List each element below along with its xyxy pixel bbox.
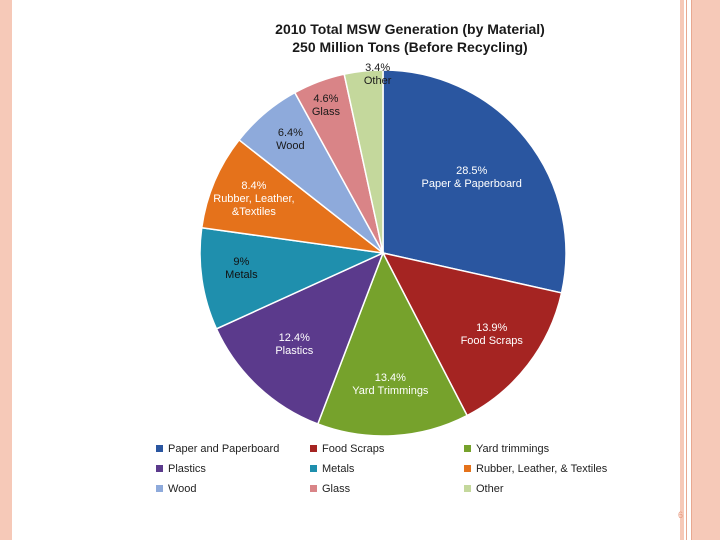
legend-item: Paper and Paperboard <box>156 442 279 456</box>
legend-swatch <box>464 485 471 492</box>
slice-percent-label: 3.4% <box>365 61 391 74</box>
slide-border-stripe <box>684 0 692 540</box>
slice-name-label: Other <box>363 74 392 87</box>
slice-name-label: Paper & Paperboard <box>421 178 522 191</box>
slice-label: 8.4% Rubber, Leather, &Textiles <box>213 180 294 219</box>
slice-label: 13.4% Yard Trimmings <box>352 372 428 398</box>
slide-border-line <box>691 0 692 540</box>
slice-label: 4.6% Glass <box>312 93 340 119</box>
pie-slice-paper-paperboard <box>382 69 567 294</box>
slice-name-label: Wood <box>276 140 305 153</box>
legend-item: Plastics <box>156 462 206 476</box>
slice-name-label: Glass <box>311 105 340 118</box>
legend-swatch <box>156 445 163 452</box>
slice-label: 28.5% Paper & Paperboard <box>422 165 522 191</box>
slice-percent-label: 13.4% <box>374 371 406 384</box>
legend-label: Food Scraps <box>322 443 385 455</box>
slice-percent-label: 8.4% <box>241 179 267 192</box>
pie-chart <box>199 69 567 437</box>
legend-item: Yard trimmings <box>464 442 549 456</box>
legend-swatch <box>464 445 471 452</box>
legend-item: Glass <box>310 482 350 496</box>
chart-figure: 2010 Total MSW Generation (by Material) … <box>150 10 670 510</box>
legend-item: Metals <box>310 462 354 476</box>
slice-name-label: Metals <box>225 268 258 281</box>
legend-swatch <box>310 485 317 492</box>
slice-percent-label: 9% <box>233 255 250 268</box>
legend-label: Glass <box>322 483 351 495</box>
pie-slice-food-scraps <box>381 251 563 417</box>
pie-slice-other <box>343 69 384 254</box>
legend-swatch <box>310 445 317 452</box>
slice-name-label: Plastics <box>275 345 314 358</box>
legend-item: Other <box>464 482 504 496</box>
slice-percent-label: 13.9% <box>476 321 508 334</box>
legend-swatch <box>464 465 471 472</box>
slice-label: 6.4% Wood <box>276 127 305 153</box>
slice-percent-label: 4.6% <box>313 92 339 105</box>
legend-item: Wood <box>156 482 197 496</box>
pie-slice-rubber-leather-textiles <box>200 138 386 255</box>
slice-name-label: Yard Trimmings <box>352 384 429 397</box>
slice-label: 3.4% Other <box>364 62 392 88</box>
slice-percent-label: 28.5% <box>456 165 488 178</box>
chart-subtitle: 250 Million Tons (Before Recycling) <box>292 39 528 55</box>
slice-label: 13.9% Food Scraps <box>461 322 523 348</box>
legend-swatch <box>310 465 317 472</box>
slide-border-left <box>0 0 12 540</box>
slice-percent-label: 12.4% <box>278 332 310 345</box>
chart-title: 2010 Total MSW Generation (by Material) <box>275 21 545 37</box>
legend-label: Yard trimmings <box>476 443 550 455</box>
slice-label: 12.4% Plastics <box>275 332 313 358</box>
legend-swatch <box>156 485 163 492</box>
chart-title-block: 2010 Total MSW Generation (by Material) … <box>150 20 670 56</box>
slice-percent-label: 6.4% <box>277 127 303 140</box>
legend-swatch <box>156 465 163 472</box>
legend-label: Plastics <box>168 463 206 475</box>
legend-item: Food Scraps <box>310 442 384 456</box>
page-number: 6 <box>678 510 684 520</box>
legend-label: Other <box>476 483 504 495</box>
slice-name-label: Rubber, Leather, &Textiles <box>213 192 295 218</box>
legend-item: Rubber, Leather, & Textiles <box>464 462 607 476</box>
chart-legend: Paper and Paperboard Food Scraps Yard trim… <box>156 442 656 502</box>
pie-slice-yard-trimmings <box>316 251 469 437</box>
legend-label: Metals <box>322 463 355 475</box>
legend-label: Paper and Paperboard <box>168 443 280 455</box>
slice-label: 9% Metals <box>225 256 257 282</box>
pie-slice-metals <box>199 226 386 330</box>
pie-slice-plastics <box>215 251 385 425</box>
slice-name-label: Food Scraps <box>460 334 523 347</box>
slide-border-line <box>686 0 687 540</box>
legend-label: Wood <box>168 483 197 495</box>
legend-label: Rubber, Leather, & Textiles <box>476 463 608 475</box>
